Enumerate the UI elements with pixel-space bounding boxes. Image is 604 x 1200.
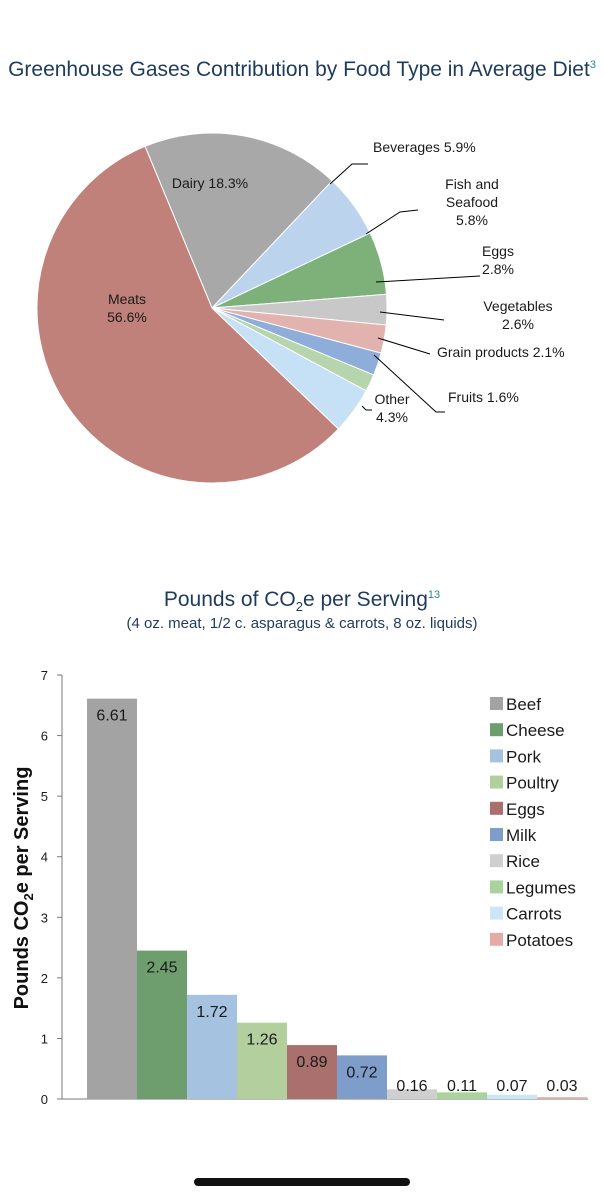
pie-slice-dairy [144,132,333,309]
bar-value-label-eggs: 0.89 [296,1054,327,1071]
y-tick-label: 4 [41,850,48,865]
legend-swatch-carrots [490,906,503,920]
pie-leader-line-vegetables [379,311,445,321]
pie-leader-line-grain-products [377,337,431,355]
legend-label-cheese: Cheese [506,721,565,740]
pie-leader-line-fruits [373,354,445,413]
legend-label-poultry: Poultry [506,774,559,793]
y-tick-label: 7 [41,668,48,683]
bar-value-label-pork: 1.72 [196,1004,227,1021]
legend-swatch-legumes [490,880,503,894]
bar-carrots [487,1094,537,1099]
home-indicator[interactable] [194,1178,410,1186]
y-tick-label: 5 [41,789,48,804]
bar-value-label-potatoes: 0.03 [546,1078,577,1095]
legend-swatch-eggs [490,801,503,815]
legend-label-pork: Pork [506,747,541,766]
pie-label-meats: Meats 56.6% [107,291,147,325]
pie-label-other: Other 4.3% [374,391,409,425]
legend-label-milk: Milk [506,826,537,845]
pie-label-vegetables: Vegetables 2.6% [483,298,552,332]
y-axis-label: Pounds CO2e per Serving [11,767,36,1010]
y-tick-label: 2 [41,971,48,986]
y-tick-label: 1 [41,1031,48,1046]
legend-swatch-beef [490,697,503,710]
pie-leader-line-eggs [375,275,481,283]
legend-label-eggs: Eggs [506,800,545,819]
y-tick-label: 3 [41,910,48,925]
legend-label-rice: Rice [506,852,540,871]
bar-value-label-beef: 6.61 [96,708,127,725]
y-tick-label: 6 [41,729,48,744]
pie-chart: Dairy 18.3% Beverages 5.9% Fish and Seafood… [36,132,565,484]
bar-potatoes [537,1097,587,1099]
legend-swatch-rice [490,854,503,868]
legend-swatch-poultry [490,775,503,789]
bar-chart: 0 1 2 3 4 5 6 7 Pounds CO2e per Serving 6.61 2.45 1… [11,668,588,1107]
bar-pork [187,994,237,1099]
bar-milk [337,1055,387,1099]
pie-leader-line-other [361,405,372,411]
legend-label-carrots: Carrots [506,905,562,924]
legend-label-potatoes: Potatoes [506,931,573,950]
pie-leader-line-fish-and-seafood [365,209,419,235]
bar-chart-title: Pounds of CO2e per Serving13 [163,588,441,615]
bar-legumes [437,1092,487,1099]
legend-swatch-cheese [490,723,503,737]
bar-eggs [287,1045,337,1099]
bar-poultry [237,1022,287,1099]
bar-value-label-legumes: 0.11 [447,1078,477,1095]
legend-label-beef: Beef [506,695,541,714]
bar-value-label-poultry: 1.26 [246,1032,277,1049]
pie-label-eggs: Eggs 2.8% [482,243,514,277]
pie-label-fish-and-seafood: Fish and Seafood 5.8% [445,176,499,228]
legend-label-legumes: Legumes [506,878,576,897]
bar-rice [387,1089,437,1099]
legend-swatch-milk [490,828,503,841]
pie-label-grain-products: Grain products 2.1% [437,344,565,360]
pie-leader-line-beverages [329,163,368,185]
legend-swatch-potatoes [490,932,503,946]
pie-label-dairy: Dairy 18.3% [172,175,248,191]
bar-value-label-milk: 0.72 [346,1064,377,1081]
bar-chart-subtitle: (4 oz. meat, 1/2 c. asparagus & carrots,… [126,615,478,632]
pie-slice-meats [36,145,340,484]
bar-value-label-carrots: 0.07 [496,1078,527,1095]
bar-value-label-rice: 0.16 [396,1078,427,1095]
bar-value-label-cheese: 2.45 [146,960,177,977]
pie-label-beverages: Beverages 5.9% [373,139,476,155]
pie-label-fruits: Fruits 1.6% [448,389,519,405]
bar-beef [87,698,137,1099]
pie-chart-title: Greenhouse Gases Contribution by Food Ty… [8,58,596,81]
y-tick-label: 0 [41,1092,48,1107]
bar-cheese [137,950,187,1099]
legend-swatch-pork [490,749,503,763]
